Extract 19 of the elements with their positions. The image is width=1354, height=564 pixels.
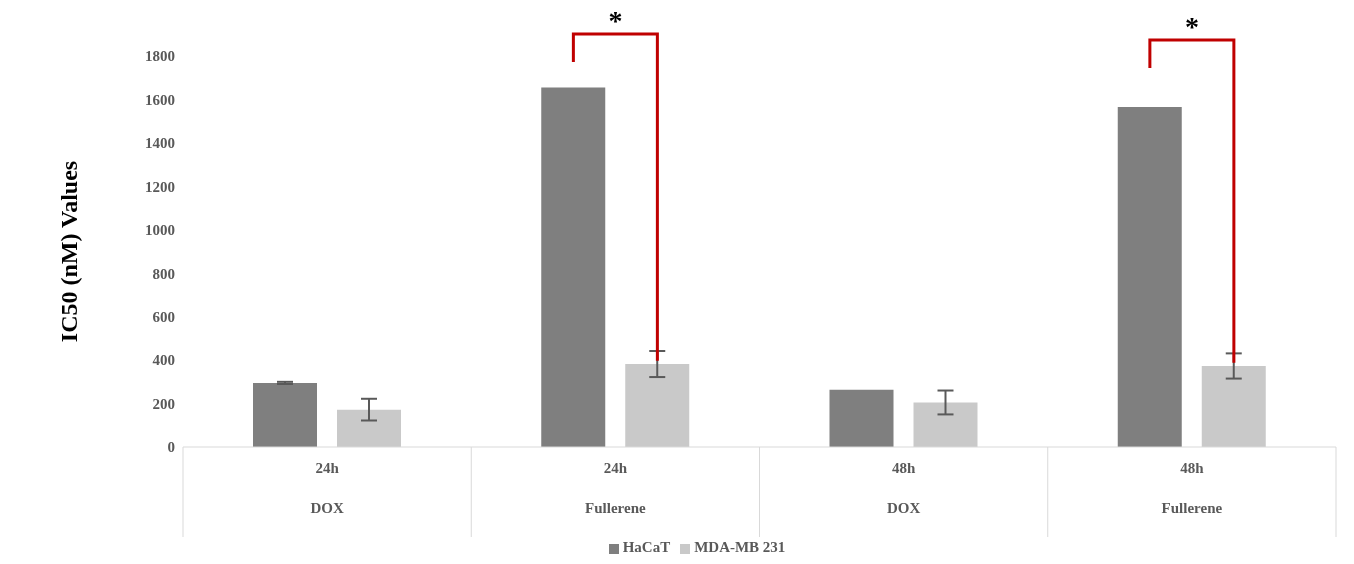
y-tick-label: 200 <box>152 395 175 412</box>
category-label: 48h Fullerene <box>1161 460 1223 516</box>
y-tick-label: 1400 <box>145 135 175 152</box>
y-tick-label: 0 <box>167 439 175 456</box>
category-label: 48h DOX <box>886 460 921 516</box>
y-tick-label: 1200 <box>145 178 175 195</box>
category-label: 24h Fullerene <box>585 460 646 516</box>
y-tick-label: 400 <box>152 352 175 369</box>
y-tick-label: 1000 <box>145 222 175 239</box>
y-tick-label: 1800 <box>145 48 175 65</box>
y-axis-title: IC50 (nM) Values <box>55 160 82 343</box>
text: * <box>1184 11 1199 42</box>
category-label: 24h DOX <box>310 460 344 516</box>
y-tick-label: 800 <box>152 265 175 282</box>
legend-label: MDA-MB 231 <box>694 539 786 555</box>
y-tick-label: 1600 <box>145 91 175 108</box>
legend-label: HaCaT <box>622 539 671 555</box>
text: * <box>608 4 623 36</box>
y-tick-label: 600 <box>152 308 175 325</box>
